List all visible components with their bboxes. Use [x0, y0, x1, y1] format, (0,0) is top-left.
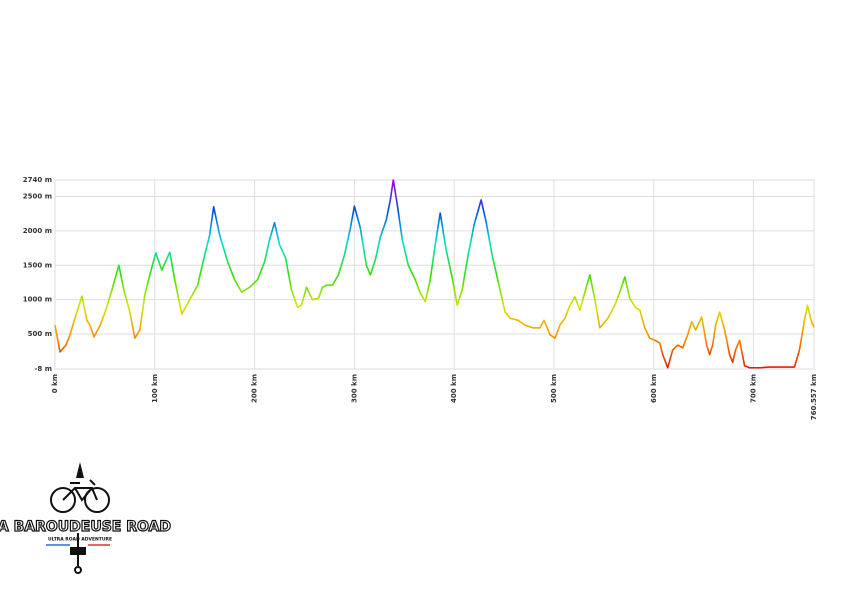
y-tick-label: 2740 m [23, 176, 52, 184]
x-tick-label: 500 km [550, 374, 558, 403]
y-tick-label: 1000 m [23, 296, 52, 304]
x-tick-label: 200 km [251, 374, 259, 403]
logo-hammer [70, 547, 86, 555]
y-tick-label: 2000 m [23, 227, 52, 235]
y-tick-label: 1500 m [23, 261, 52, 269]
y-tick-label: 2500 m [23, 193, 52, 201]
logo-wheel [84, 487, 110, 513]
logo-flame [76, 462, 84, 478]
x-tick-label: 700 km [750, 374, 758, 403]
logo-title: LA BAROUDEUSE ROAD [0, 519, 171, 535]
plot-area [54, 179, 815, 370]
x-tick-label: 100 km [151, 374, 159, 403]
x-tick-label: 760.557 km [810, 374, 818, 420]
elevation-line [54, 179, 815, 369]
x-tick-label: 400 km [450, 374, 458, 403]
logo-frame [62, 479, 98, 502]
y-tick-label: -8 m [34, 365, 52, 373]
x-tick-label: 0 km [51, 374, 59, 393]
y-tick-label: 500 m [28, 330, 52, 338]
chart: -8 m 500 m 1000 m 1500 m 2000 m 2500 m 2740 m 0… [23, 176, 818, 420]
x-tick-label: 300 km [350, 374, 358, 403]
x-tick-label: 600 km [650, 374, 658, 403]
logo-knob [74, 566, 82, 574]
logo: LA BAROUDEUSE ROAD ULTRA ROAD ADVENTURE [0, 462, 172, 574]
logo-wheel [50, 487, 76, 513]
logo-subtitle: ULTRA ROAD ADVENTURE [48, 537, 112, 543]
